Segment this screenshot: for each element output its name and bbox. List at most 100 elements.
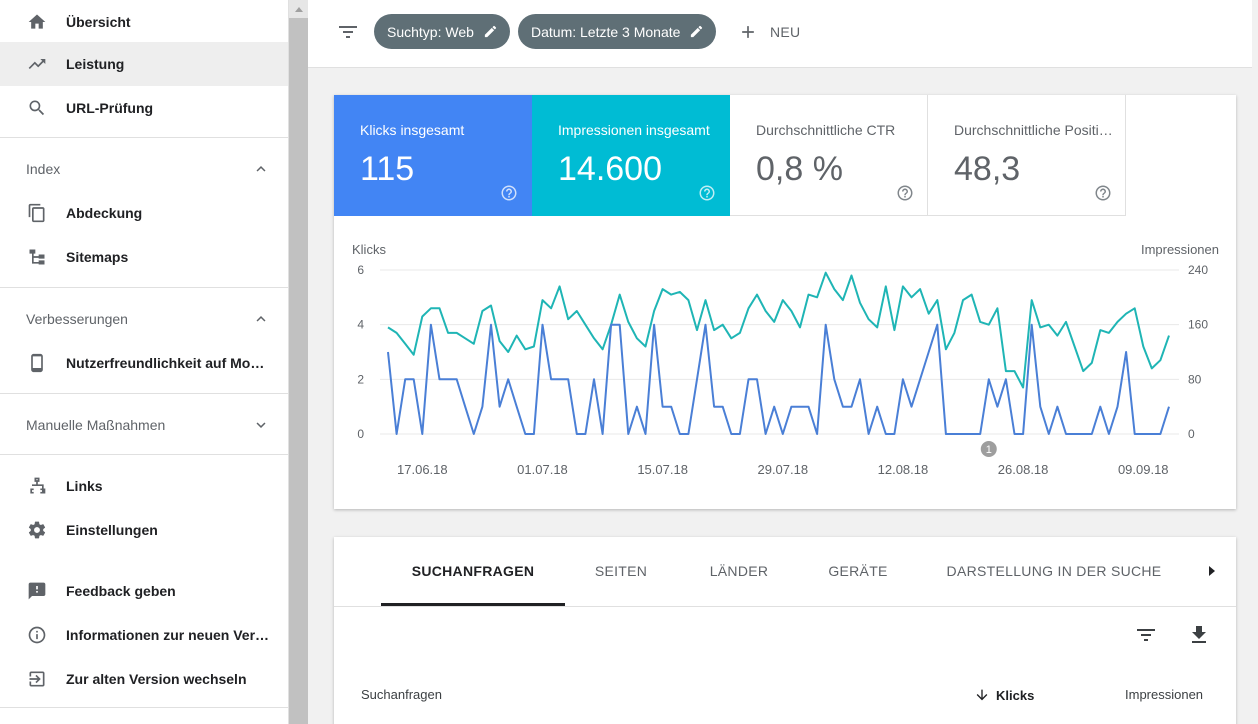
new-filter-button[interactable]: NEU (738, 20, 800, 44)
section-label: Index (26, 161, 61, 177)
edit-icon (691, 25, 703, 38)
nav-label: Sitemaps (66, 249, 129, 265)
tab-laender[interactable]: LÄNDER (709, 563, 769, 579)
nav-label: Zur alten Version wechseln (66, 671, 247, 687)
exit-icon (26, 668, 48, 690)
nav-item-mobile-usability[interactable]: Nutzerfreundlichkeit auf Mo… (0, 341, 288, 385)
table-filter-icon[interactable] (1134, 623, 1158, 647)
report-table-card: SUCHANFRAGEN SEITEN LÄNDER GERÄTE DARSTE… (334, 537, 1236, 724)
metric-title: Durchschnittliche Positi… (954, 122, 1113, 138)
x-tick-label: 09.09.18 (1118, 462, 1169, 477)
plus-icon (742, 26, 754, 38)
nav-label: Nutzerfreundlichkeit auf Mo… (66, 355, 265, 371)
nav-item-info[interactable]: Informationen zur neuen Ver… (0, 613, 288, 657)
performance-chart[interactable]: Klicks Impressionen 6 240 4 160 2 80 0 0 17.06.… (334, 216, 1236, 506)
right-tick-label: 240 (1188, 263, 1208, 277)
metric-title: Durchschnittliche CTR (756, 122, 896, 138)
nav-item-url-pruefung[interactable]: URL-Prüfung (0, 86, 288, 130)
tab-geraete[interactable]: GERÄTE (828, 563, 888, 579)
filter-bar: Suchtyp: Web Datum: Letzte 3 Monate NEU (308, 0, 1252, 68)
nav-item-alte-version[interactable]: Zur alten Version wechseln (0, 657, 288, 701)
metric-value: 48,3 (954, 150, 1021, 188)
metric-value: 14.600 (558, 150, 662, 188)
chevron-down-icon (252, 416, 270, 434)
metric-title: Klicks insgesamt (360, 122, 465, 138)
sitemap-icon (26, 246, 48, 268)
nav-item-links[interactable]: Links (0, 464, 288, 508)
divider (334, 606, 1236, 607)
divider (0, 137, 288, 138)
chevron-up-icon (252, 310, 270, 328)
annotation-marker (980, 441, 997, 457)
x-tick-label: 12.08.18 (878, 462, 929, 477)
filter-icon[interactable] (336, 20, 360, 44)
arrow-down-icon (976, 689, 988, 701)
trending-up-icon (26, 53, 48, 75)
metric-total-impressions[interactable]: Impressionen insgesamt 14.600 (532, 95, 730, 216)
new-filter-label: NEU (770, 24, 801, 40)
info-icon (26, 624, 48, 646)
nav-label: Einstellungen (66, 522, 158, 538)
tab-suchanfragen[interactable]: SUCHANFRAGEN (411, 563, 535, 579)
help-icon[interactable] (698, 184, 716, 202)
left-tick-label: 2 (357, 372, 364, 386)
section-label: Manuelle Maßnahmen (26, 417, 166, 433)
nav-label: Abdeckung (66, 205, 143, 221)
nav-item-uebersicht[interactable]: Übersicht (0, 0, 288, 44)
column-header-queries[interactable]: Suchanfragen (361, 687, 442, 702)
divider (0, 393, 288, 394)
annotation-label: 1 (986, 444, 992, 456)
nav-item-abdeckung[interactable]: Abdeckung (0, 191, 288, 235)
section-manuelle-massnahmen[interactable]: Manuelle Maßnahmen (0, 403, 288, 447)
help-icon[interactable] (500, 184, 518, 202)
left-axis-label: Klicks (352, 242, 386, 257)
metric-average-position[interactable]: Durchschnittliche Positi… 48,3 (928, 95, 1126, 216)
nav-label: Leistung (66, 56, 125, 72)
download-icon[interactable] (1187, 623, 1211, 647)
tab-seiten[interactable]: SEITEN (594, 563, 648, 579)
nav-label: URL-Prüfung (66, 100, 154, 116)
left-tick-label: 0 (357, 427, 364, 441)
x-tick-label: 29.07.18 (757, 462, 808, 477)
left-tick-label: 6 (357, 263, 364, 277)
metric-average-ctr[interactable]: Durchschnittliche CTR 0,8 % (730, 95, 928, 216)
metric-total-clicks[interactable]: Klicks insgesamt 115 (334, 95, 532, 216)
scroll-up-arrow-icon[interactable] (289, 0, 308, 18)
nav-label: Informationen zur neuen Ver… (66, 627, 270, 643)
nav-item-leistung[interactable]: Leistung (0, 42, 288, 86)
links-icon (26, 475, 48, 497)
tabs-scroll-right-icon[interactable] (1206, 563, 1218, 579)
nav-item-sitemaps[interactable]: Sitemaps (0, 235, 288, 279)
help-icon[interactable] (1094, 184, 1112, 202)
nav-item-feedback[interactable]: Feedback geben (0, 569, 288, 613)
series-line-impressionen (387, 271, 1170, 389)
performance-card: Klicks insgesamt 115 Impressionen insges… (334, 95, 1236, 509)
nav-label: Übersicht (66, 14, 131, 30)
search-type-chip[interactable]: Suchtyp: Web (374, 14, 510, 49)
column-header-clicks[interactable]: Klicks (974, 687, 1034, 703)
right-tick-label: 0 (1188, 427, 1195, 441)
right-tick-label: 160 (1188, 318, 1208, 332)
chip-label: Datum: Letzte 3 Monate (531, 23, 681, 40)
divider (0, 287, 288, 288)
chevron-up-icon (252, 160, 270, 178)
right-axis-label: Impressionen (1141, 242, 1219, 257)
active-tab-indicator (381, 603, 565, 606)
x-tick-label: 26.08.18 (998, 462, 1049, 477)
home-icon (26, 11, 48, 33)
help-icon[interactable] (896, 184, 914, 202)
metric-title: Impressionen insgesamt (558, 122, 710, 138)
phone-icon (26, 352, 48, 374)
section-verbesserungen[interactable]: Verbesserungen (0, 297, 288, 341)
sidebar-scrollbar[interactable] (289, 0, 308, 724)
nav-label: Links (66, 478, 103, 494)
edit-icon (484, 25, 497, 38)
column-header-label: Klicks (996, 687, 1035, 703)
tab-darstellung[interactable]: DARSTELLUNG IN DER SUCHE (946, 563, 1162, 579)
divider (0, 454, 288, 455)
nav-item-einstellungen[interactable]: Einstellungen (0, 508, 288, 552)
left-tick-label: 4 (357, 318, 364, 332)
section-index[interactable]: Index (0, 147, 288, 191)
date-range-chip[interactable]: Datum: Letzte 3 Monate (518, 14, 717, 49)
column-header-impressions[interactable]: Impressionen (1125, 687, 1204, 702)
